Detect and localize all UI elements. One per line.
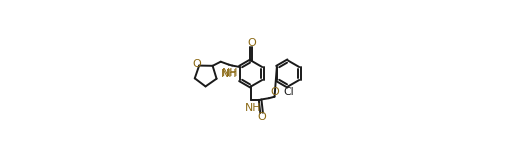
Text: NH: NH bbox=[222, 69, 239, 78]
Text: O: O bbox=[258, 112, 266, 122]
Text: NH: NH bbox=[221, 69, 238, 79]
Text: O: O bbox=[193, 59, 201, 69]
Text: O: O bbox=[247, 38, 256, 48]
Text: NH: NH bbox=[245, 103, 261, 113]
Text: O: O bbox=[270, 87, 279, 97]
Text: Cl: Cl bbox=[284, 87, 294, 97]
